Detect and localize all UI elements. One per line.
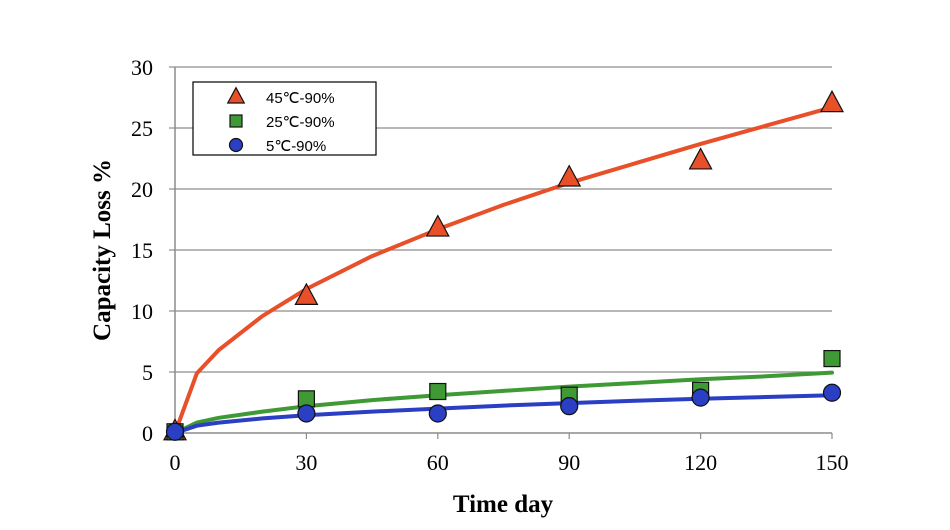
data-point-circle-150 xyxy=(822,383,842,402)
legend-marker-square xyxy=(229,114,243,128)
y-tick-label-20: 20 xyxy=(131,177,153,202)
x-tick-label-30: 30 xyxy=(295,450,317,475)
data-point-circle-90 xyxy=(560,397,579,416)
x-tick-label-60: 60 xyxy=(427,450,449,475)
data-point-triangle-30 xyxy=(294,282,319,305)
y-axis-title: Capacity Loss % xyxy=(89,159,116,341)
data-point-triangle-150 xyxy=(819,89,845,113)
data-markers xyxy=(162,89,845,441)
x-axis-title: Time day xyxy=(453,491,554,518)
data-point-square-150 xyxy=(823,349,841,368)
fit-curve-triangle xyxy=(173,105,834,435)
x-tick-label-0: 0 xyxy=(170,450,181,475)
fit-curves xyxy=(173,105,834,435)
data-point-circle-0 xyxy=(165,422,185,441)
y-tick-label-30: 30 xyxy=(131,55,153,80)
data-point-circle-30 xyxy=(297,404,316,423)
fit-curve-square xyxy=(173,370,834,435)
x-tick-label-150: 150 xyxy=(816,450,849,475)
tick-labels: 0 5 10 15 20 25 30 0 30 60 90 120 150 xyxy=(131,55,849,475)
data-point-square-60 xyxy=(429,382,447,401)
data-point-circle-60 xyxy=(428,404,447,423)
data-point-triangle-120 xyxy=(688,147,713,170)
legend: 45℃-90% 25℃-90% 5℃-90% xyxy=(192,81,377,156)
fit-curve-circle xyxy=(173,393,834,435)
data-point-circle-120 xyxy=(691,388,710,407)
data-point-triangle-90 xyxy=(557,164,582,187)
legend-marker-triangle xyxy=(226,86,246,104)
legend-label-square: 25℃-90% xyxy=(266,114,335,131)
x-tick-label-90: 90 xyxy=(558,450,580,475)
y-tick-label-5: 5 xyxy=(142,360,153,385)
legend-label-circle: 5℃-90% xyxy=(266,138,326,155)
y-tick-label-15: 15 xyxy=(131,238,153,263)
legend-box xyxy=(192,81,377,156)
y-tick-label-0: 0 xyxy=(142,421,153,446)
x-tick-label-120: 120 xyxy=(684,450,717,475)
y-tick-label-25: 25 xyxy=(131,116,153,141)
y-tick-label-10: 10 xyxy=(131,299,153,324)
data-point-triangle-60 xyxy=(425,214,450,237)
legend-marker-circle xyxy=(228,137,244,153)
legend-label-triangle: 45℃-90% xyxy=(266,90,335,107)
